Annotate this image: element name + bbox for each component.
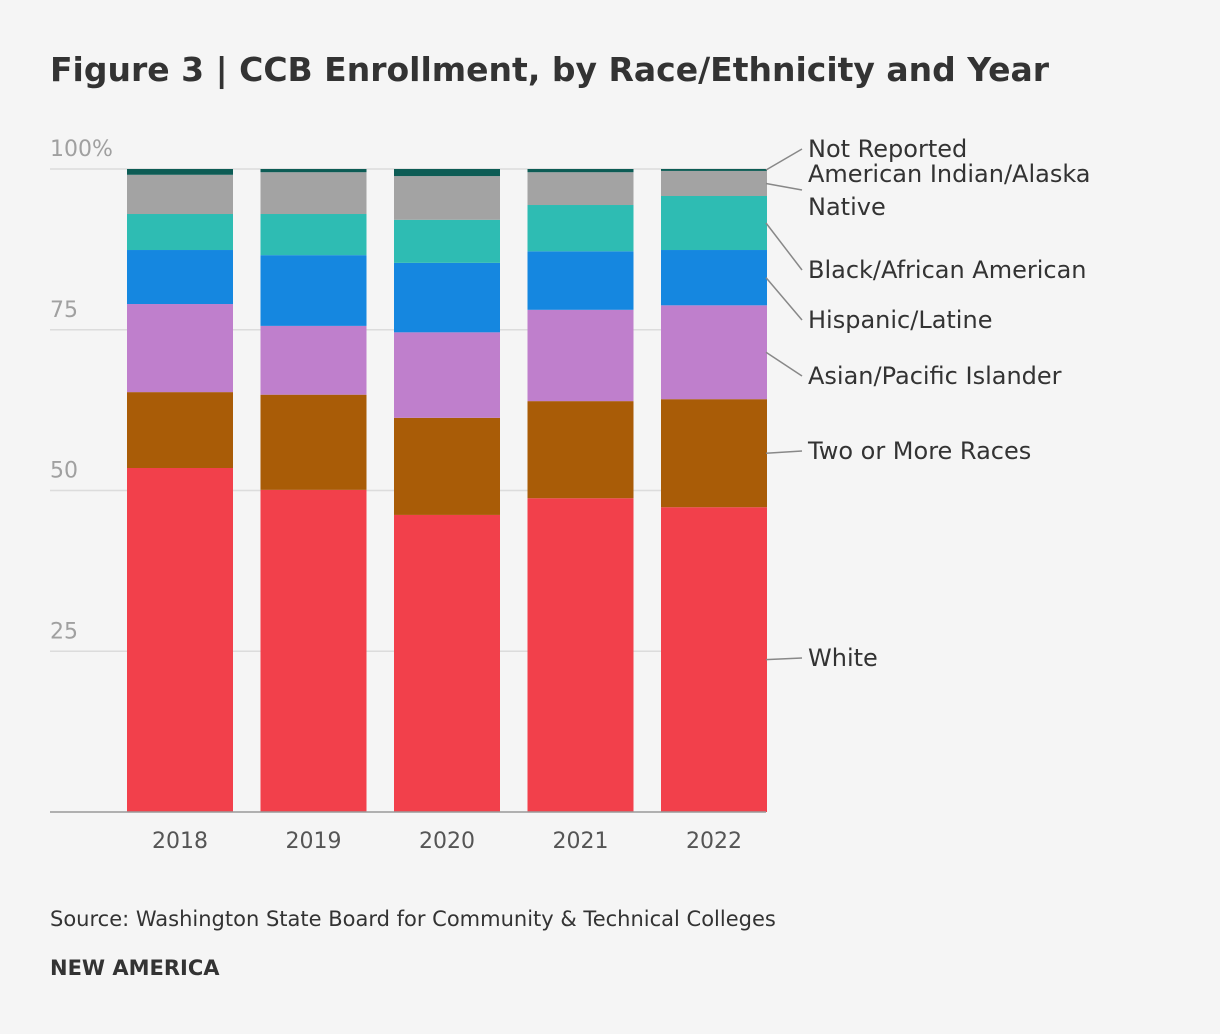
bar-segment — [661, 305, 767, 400]
bar-segment — [527, 169, 634, 173]
leader-line — [765, 182, 803, 191]
source-note: Source: Washington State Board for Commu… — [50, 907, 776, 931]
bar-segment — [260, 255, 367, 326]
bar-segment — [127, 174, 233, 215]
bar-segment — [527, 401, 634, 499]
bar-segment — [661, 399, 767, 508]
leader-line — [765, 450, 803, 454]
leader-line — [765, 277, 803, 321]
bar-segment — [394, 514, 500, 812]
bar-segment — [661, 507, 767, 812]
leader-line — [765, 222, 803, 271]
bar-segment — [394, 169, 500, 177]
bar-segment — [394, 332, 500, 418]
x-tick-label: 2022 — [686, 829, 742, 854]
bar-segment — [661, 170, 767, 197]
legend-label: Not Reported — [808, 135, 968, 163]
bar-segment — [260, 394, 367, 490]
y-tick-label: 50 — [50, 459, 78, 484]
legend-label: Asian/Pacific Islander — [808, 362, 1062, 390]
bar-segment — [260, 325, 367, 395]
bar-segment — [394, 176, 500, 220]
leader-line — [765, 657, 803, 661]
y-tick-label: 25 — [50, 619, 78, 644]
legend-label: White — [808, 644, 878, 672]
x-tick-label: 2019 — [286, 829, 342, 854]
bar-segment — [527, 205, 634, 252]
y-tick-label: 100% — [50, 137, 113, 162]
bar-segment — [127, 392, 233, 468]
bar-segment — [394, 262, 500, 333]
bar-segment — [661, 169, 767, 171]
leader-line — [765, 351, 803, 377]
bar-segment — [661, 250, 767, 306]
y-tick-label: 75 — [50, 298, 78, 323]
legend-label: American Indian/Alaska Native — [808, 160, 1091, 221]
bar-segment — [260, 214, 367, 256]
x-tick-label: 2020 — [419, 829, 475, 854]
bar-segment — [127, 304, 233, 393]
bar-segment — [127, 467, 233, 812]
bar-segment — [394, 219, 500, 263]
legend-label: Black/African American — [808, 256, 1087, 284]
bar-segment — [127, 169, 233, 175]
bar-segment — [260, 489, 367, 812]
leader-line — [765, 148, 803, 171]
bar-segment — [661, 196, 767, 251]
bar-segment — [527, 498, 634, 812]
chart-title: Figure 3 | CCB Enrollment, by Race/Ethni… — [50, 50, 1050, 89]
x-tick-label: 2018 — [152, 829, 208, 854]
bar-segment — [127, 250, 233, 305]
legend-label: Two or More Races — [808, 437, 1032, 465]
x-tick-label: 2021 — [553, 829, 609, 854]
bar-segment — [260, 172, 367, 215]
bar-segment — [260, 169, 367, 173]
bar-segment — [527, 172, 634, 206]
bar-segment — [527, 251, 634, 310]
legend-label: Hispanic/Latine — [808, 306, 993, 334]
bar-segment — [127, 214, 233, 251]
bar-segment — [527, 309, 634, 402]
brand: NEW AMERICA — [50, 956, 220, 980]
bar-segment — [394, 417, 500, 515]
